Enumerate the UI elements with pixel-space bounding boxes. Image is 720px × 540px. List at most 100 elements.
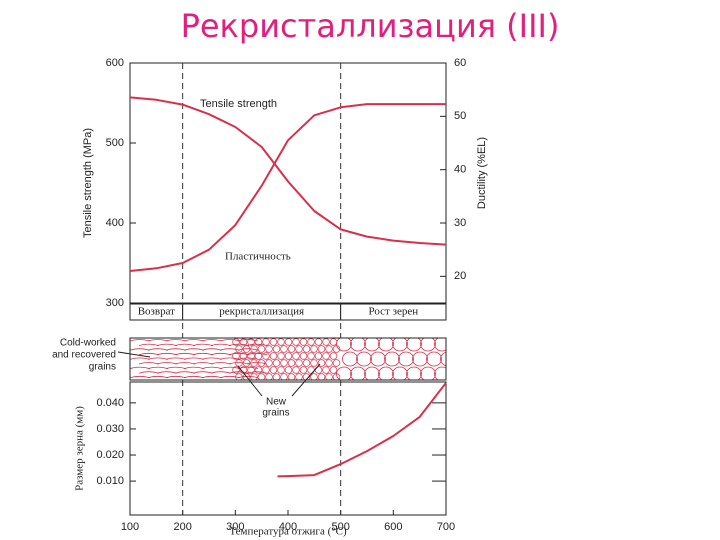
new-grain bbox=[250, 359, 258, 367]
deformed-grain bbox=[165, 375, 187, 379]
deformed-grain bbox=[147, 357, 169, 360]
new-grain bbox=[302, 345, 311, 353]
grown-grain bbox=[336, 338, 352, 352]
grown-grain bbox=[420, 366, 436, 380]
deformed-grain bbox=[219, 366, 241, 369]
deformed-grain bbox=[138, 371, 160, 374]
new-grain bbox=[239, 352, 248, 360]
new-grain bbox=[235, 373, 243, 380]
y2-tick-label: 40 bbox=[454, 164, 466, 176]
slide-title: Рекристаллизация (III) bbox=[181, 7, 560, 45]
new-grain bbox=[314, 352, 323, 360]
series-label: Tensile strength bbox=[200, 98, 277, 110]
new-grain bbox=[322, 366, 330, 374]
new-grain bbox=[299, 366, 308, 374]
new-grain bbox=[295, 373, 303, 380]
new-grain bbox=[292, 338, 300, 346]
deformed-grain bbox=[130, 348, 151, 351]
new-grain bbox=[265, 345, 273, 353]
deformed-grain bbox=[147, 339, 169, 342]
new-grain bbox=[299, 352, 308, 360]
new-grain bbox=[302, 359, 311, 367]
new-grain bbox=[307, 338, 315, 346]
deformed-grain bbox=[174, 352, 196, 356]
new-grain bbox=[314, 338, 323, 346]
new-grain bbox=[317, 359, 326, 367]
new-grain bbox=[265, 373, 273, 380]
deformed-grain bbox=[228, 362, 250, 365]
y2-tick-label: 30 bbox=[454, 217, 466, 229]
deformed-grain bbox=[156, 352, 178, 356]
deformed-grain bbox=[219, 339, 241, 342]
annotation: grains bbox=[89, 362, 116, 373]
x-tick-label: 600 bbox=[384, 521, 402, 533]
microstructure-frame bbox=[129, 337, 447, 381]
deformed-grain bbox=[192, 371, 214, 374]
grown-grain bbox=[392, 338, 408, 352]
y-tick-label: 0.010 bbox=[96, 475, 124, 487]
new-grain bbox=[257, 359, 266, 367]
deformed-grain bbox=[174, 371, 196, 374]
y-tick-label: 600 bbox=[106, 57, 124, 69]
deformed-grain bbox=[237, 357, 259, 360]
annotation-arrow bbox=[237, 363, 321, 397]
grown-grain bbox=[384, 351, 400, 367]
new-grain bbox=[232, 352, 240, 360]
deformed-grain bbox=[165, 348, 187, 351]
deformed-grain bbox=[192, 343, 214, 346]
deformed-grain bbox=[147, 348, 169, 351]
y-tick-label: 0.030 bbox=[96, 423, 124, 435]
deformed-grain bbox=[210, 352, 232, 356]
new-grain bbox=[242, 373, 251, 380]
new-grain bbox=[250, 345, 258, 353]
y-tick-label: 400 bbox=[106, 217, 124, 229]
y-axis-title: Tensile strength (MPa) bbox=[82, 128, 94, 238]
new-grain bbox=[242, 359, 251, 367]
y-tick-label: 0.020 bbox=[96, 449, 124, 461]
plot-frame bbox=[129, 381, 447, 516]
new-grain bbox=[269, 366, 278, 374]
new-grain bbox=[262, 352, 270, 360]
deformed-grain bbox=[174, 362, 196, 365]
deformed-grain bbox=[237, 339, 259, 342]
deformed-grain bbox=[138, 343, 160, 346]
deformed-grain bbox=[219, 348, 241, 351]
deformed-grain bbox=[138, 362, 160, 365]
new-grain bbox=[314, 366, 323, 374]
new-grain bbox=[272, 373, 281, 380]
new-grain bbox=[235, 359, 243, 367]
grown-grain bbox=[350, 366, 366, 380]
deformed-grain bbox=[165, 366, 187, 369]
new-grain bbox=[280, 373, 288, 380]
new-grain bbox=[272, 345, 281, 353]
new-grain bbox=[232, 338, 240, 346]
new-grain bbox=[325, 373, 333, 380]
new-grain bbox=[280, 345, 288, 353]
new-grain bbox=[287, 359, 296, 367]
y2-axis-title: Ductility (%EL) bbox=[476, 137, 488, 209]
deformed-grain bbox=[192, 362, 214, 365]
new-grain bbox=[284, 338, 293, 346]
deformed-grain bbox=[156, 371, 178, 374]
new-grain bbox=[287, 345, 296, 353]
new-grain bbox=[247, 338, 255, 346]
deformed-grain bbox=[201, 366, 223, 369]
annotation-arrow bbox=[117, 351, 151, 358]
new-grain bbox=[310, 359, 318, 367]
new-grain bbox=[272, 359, 281, 367]
new-grain bbox=[280, 359, 288, 367]
new-grain bbox=[284, 366, 293, 374]
new-grain bbox=[322, 352, 330, 360]
new-grain bbox=[269, 352, 278, 360]
data-line bbox=[277, 382, 447, 478]
deformed-grain bbox=[201, 348, 223, 351]
stage-box bbox=[340, 303, 447, 321]
deformed-grain bbox=[130, 339, 151, 342]
new-grain bbox=[254, 352, 263, 360]
deformed-grain bbox=[183, 357, 205, 360]
x-axis-title: Температура отжига (°C) bbox=[229, 526, 347, 538]
new-grain bbox=[295, 359, 303, 367]
data-line bbox=[129, 96, 447, 246]
deformed-grain bbox=[201, 357, 223, 360]
deformed-grain bbox=[219, 375, 241, 379]
